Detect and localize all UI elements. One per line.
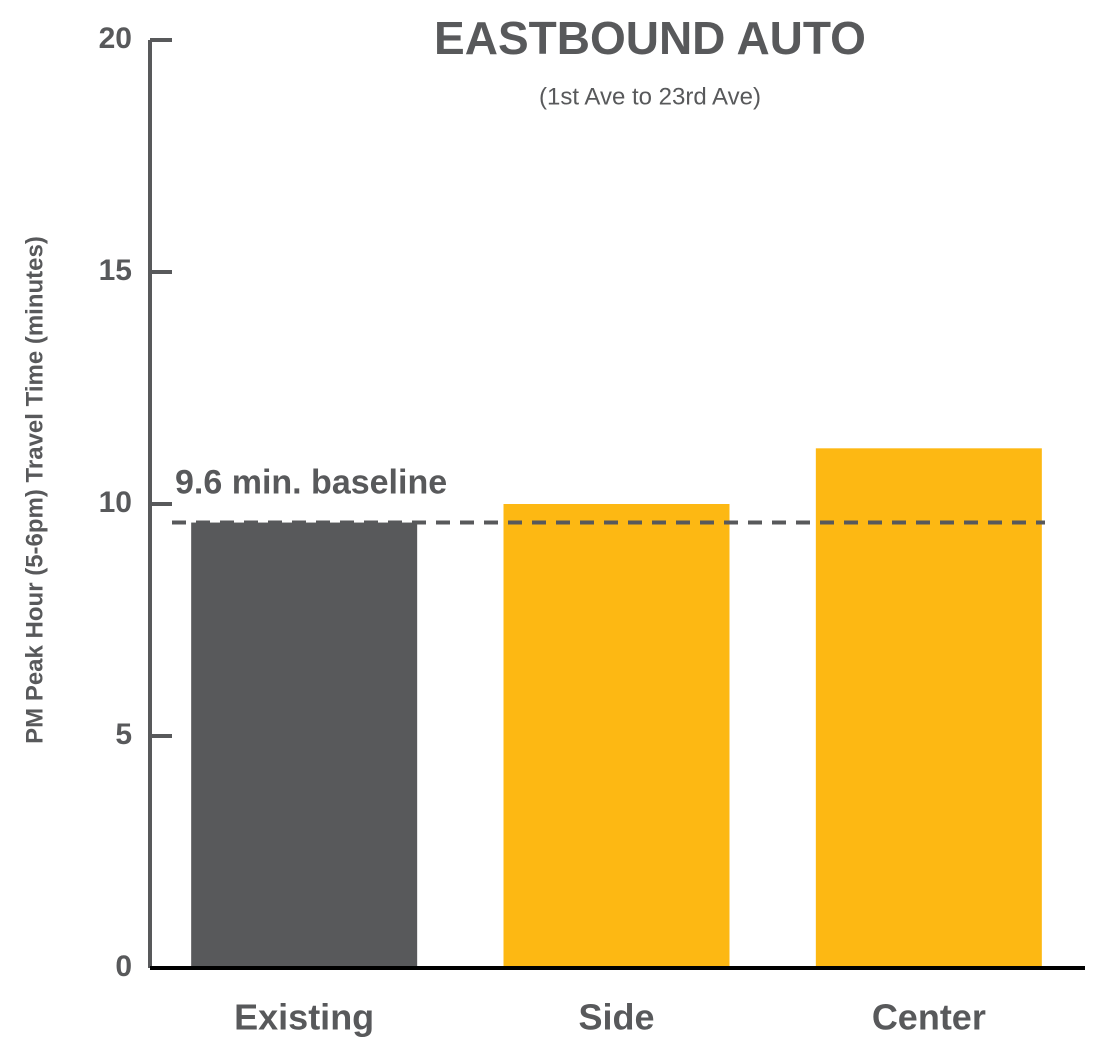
chart-title: EASTBOUND AUTO: [434, 12, 866, 64]
y-tick-label: 15: [99, 254, 132, 287]
y-axis-label: PM Peak Hour (5-6pm) Travel Time (minute…: [21, 236, 48, 744]
x-tick-label: Side: [578, 997, 654, 1038]
x-tick-label: Existing: [234, 997, 374, 1038]
bar: [503, 504, 730, 968]
x-tick-label: Center: [872, 997, 986, 1038]
y-tick-label: 20: [99, 22, 132, 55]
y-tick-label: 0: [115, 950, 132, 983]
bar: [191, 522, 418, 968]
y-tick-label: 10: [99, 486, 132, 519]
chart-subtitle: (1st Ave to 23rd Ave): [539, 83, 761, 110]
y-tick-label: 5: [115, 718, 132, 751]
bar: [815, 448, 1042, 968]
baseline-label: 9.6 min. baseline: [175, 464, 447, 502]
